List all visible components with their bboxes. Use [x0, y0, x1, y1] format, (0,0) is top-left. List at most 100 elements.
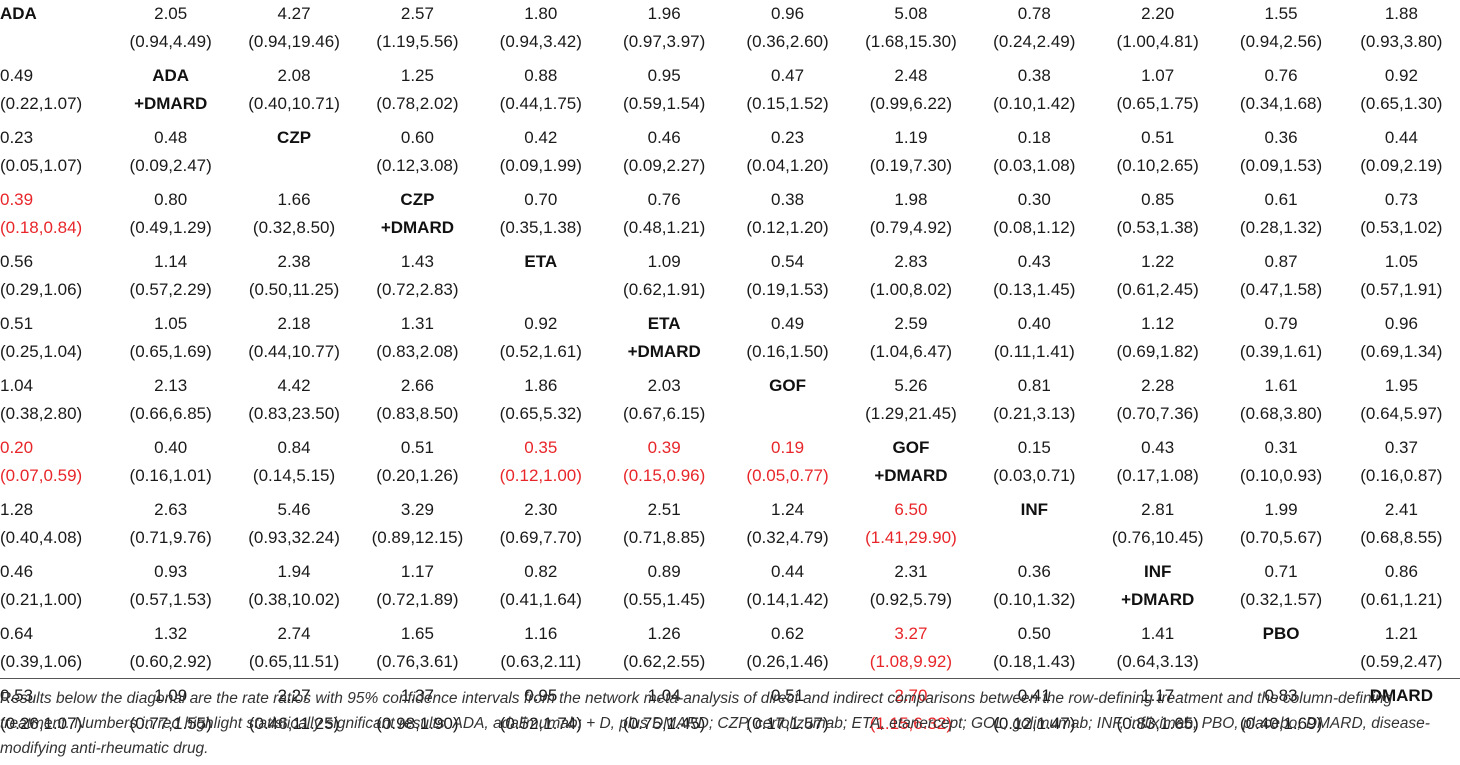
- confidence-interval: (0.35,1.38): [499, 218, 582, 237]
- confidence-interval: (0.64,3.13): [1116, 652, 1199, 671]
- rate-ratio: 2.51: [647, 500, 681, 519]
- confidence-interval: (0.32,1.57): [1239, 590, 1323, 609]
- rate-ratio: 0.46: [647, 128, 681, 147]
- confidence-interval: (0.65,1.30): [1360, 94, 1443, 113]
- treatment-name: ETA: [647, 314, 681, 333]
- ratio-cell: 0.73 (0.53,1.02): [1343, 186, 1460, 248]
- rate-ratio: 2.83: [894, 252, 928, 271]
- ratio-cell: 0.81 (0.21,3.13): [973, 372, 1096, 434]
- rate-ratio: 0.81: [1017, 376, 1051, 395]
- confidence-interval: (0.18,0.84): [0, 218, 83, 237]
- rate-ratio: 0.76: [647, 190, 681, 209]
- rate-ratio: 0.23: [771, 128, 805, 147]
- confidence-interval: (0.70,7.36): [1116, 404, 1199, 423]
- ratio-cell: 0.15 (0.03,0.71): [973, 434, 1096, 496]
- treatment-modifier: +DMARD: [134, 94, 208, 113]
- ratio-cell: 1.04 (0.38,2.80): [0, 372, 109, 434]
- confidence-interval: (0.94,4.49): [129, 32, 212, 51]
- rate-ratio: 2.81: [1141, 500, 1175, 519]
- ratio-cell: 0.80 (0.49,1.29): [109, 186, 232, 248]
- rate-ratio: 0.42: [524, 128, 558, 147]
- treatment-label-cell: ADA: [0, 0, 109, 62]
- ratio-cell: 2.83 (1.00,8.02): [849, 248, 972, 310]
- rate-ratio: 0.70: [524, 190, 558, 209]
- treatment-label-cell: GOF: [726, 372, 849, 434]
- ratio-cell: 0.44 (0.09,2.19): [1343, 124, 1460, 186]
- confidence-interval: (0.83,23.50): [248, 404, 340, 423]
- ratio-cell: 1.17 (0.72,1.89): [356, 558, 479, 620]
- confidence-interval: (0.24,2.49): [993, 32, 1076, 51]
- treatment-modifier: +DMARD: [627, 342, 701, 361]
- rate-ratio: 0.51: [771, 686, 805, 705]
- ratio-cell: 1.09 (0.62,1.91): [602, 248, 725, 310]
- rate-ratio: 1.86: [524, 376, 558, 395]
- confidence-interval: (0.29,1.06): [0, 280, 83, 299]
- confidence-interval: (0.18,1.43): [993, 652, 1076, 671]
- rate-ratio: 0.39: [0, 190, 34, 209]
- rate-ratio: 0.20: [0, 438, 34, 457]
- rate-ratio: 5.26: [894, 376, 928, 395]
- confidence-interval: (0.09,1.53): [1239, 156, 1323, 175]
- rate-ratio: 0.71: [1264, 562, 1298, 581]
- rate-ratio: 0.49: [0, 66, 34, 85]
- confidence-interval: (0.92,5.79): [869, 590, 953, 609]
- significant-ratio-cell: 6.50 (1.41,29.90): [849, 496, 972, 558]
- rate-ratio: 3.29: [400, 500, 434, 519]
- confidence-interval: (0.12,1.00): [499, 466, 582, 485]
- confidence-interval: (0.15,1.52): [746, 94, 829, 113]
- confidence-interval: (0.28,1.32): [1239, 218, 1323, 237]
- rate-ratio: 0.85: [1141, 190, 1175, 209]
- ratio-cell: 1.19 (0.19,7.30): [849, 124, 972, 186]
- confidence-interval: (0.40,10.71): [248, 94, 340, 113]
- confidence-interval: (0.68,8.55): [1360, 528, 1443, 547]
- confidence-interval: (0.16,1.50): [746, 342, 829, 361]
- ratio-cell: 0.62 (0.26,1.46): [726, 620, 849, 682]
- rate-ratio: 2.30: [524, 500, 558, 519]
- ratio-cell: 0.53 (0.26,1.07): [0, 682, 109, 744]
- rate-ratio: 2.48: [894, 66, 928, 85]
- rate-ratio: 1.32: [154, 624, 188, 643]
- rate-ratio: 1.98: [894, 190, 928, 209]
- ratio-cell: 0.37 (0.16,0.87): [1343, 434, 1460, 496]
- confidence-interval: (0.05,1.07): [0, 156, 83, 175]
- confidence-interval: (0.94,2.56): [1239, 32, 1323, 51]
- ratio-cell: 1.55 (0.94,2.56): [1219, 0, 1342, 62]
- confidence-interval: (0.99,6.22): [869, 94, 953, 113]
- confidence-interval: (0.32,8.50): [252, 218, 336, 237]
- treatment-name: GOF: [892, 438, 930, 457]
- confidence-interval: (0.93,3.80): [1360, 32, 1443, 51]
- confidence-interval: (0.65,1.69): [129, 342, 212, 361]
- rate-ratio: 1.80: [524, 4, 558, 23]
- ratio-cell: 1.16 (0.63,2.11): [479, 620, 602, 682]
- league-table: ADA 2.05 (0.94,4.49) 4.27 (0.94,19.46) 2.57 (1…: [0, 0, 1460, 744]
- ratio-cell: 2.48 (0.99,6.22): [849, 62, 972, 124]
- confidence-interval: (0.39,1.06): [0, 652, 83, 671]
- confidence-interval: (1.08,9.92): [869, 652, 953, 671]
- confidence-interval: (0.66,6.85): [129, 404, 212, 423]
- ratio-cell: 3.29 (0.89,12.15): [356, 496, 479, 558]
- rate-ratio: 0.92: [524, 314, 558, 333]
- confidence-interval: (0.76,3.61): [376, 652, 459, 671]
- rate-ratio: 2.74: [277, 624, 311, 643]
- treatment-modifier: +DMARD: [1121, 590, 1195, 609]
- confidence-interval: (0.65,1.75): [1116, 94, 1199, 113]
- rate-ratio: 0.95: [524, 686, 558, 705]
- confidence-interval: (0.26,1.07): [0, 714, 83, 733]
- confidence-interval: (0.83,2.08): [376, 342, 459, 361]
- ratio-cell: 0.60 (0.12,3.08): [356, 124, 479, 186]
- confidence-interval: (0.11,1.41): [993, 342, 1075, 361]
- confidence-interval: (0.12,1.20): [746, 218, 829, 237]
- confidence-interval: (0.65,5.32): [499, 404, 582, 423]
- confidence-interval: (0.63,2.11): [500, 652, 582, 671]
- confidence-interval: (1.00,4.81): [1116, 32, 1199, 51]
- ratio-cell: 1.24 (0.32,4.79): [726, 496, 849, 558]
- treatment-label-cell: CZP: [232, 124, 355, 186]
- rate-ratio: 0.44: [1384, 128, 1418, 147]
- rate-ratio: 4.42: [277, 376, 311, 395]
- ratio-cell: 0.61 (0.28,1.32): [1219, 186, 1342, 248]
- ratio-cell: 0.49 (0.16,1.50): [726, 310, 849, 372]
- ratio-cell: 0.38 (0.10,1.42): [973, 62, 1096, 124]
- ratio-cell: 1.80 (0.94,3.42): [479, 0, 602, 62]
- confidence-interval: (0.79,4.92): [869, 218, 953, 237]
- ratio-cell: 1.88 (0.93,3.80): [1343, 0, 1460, 62]
